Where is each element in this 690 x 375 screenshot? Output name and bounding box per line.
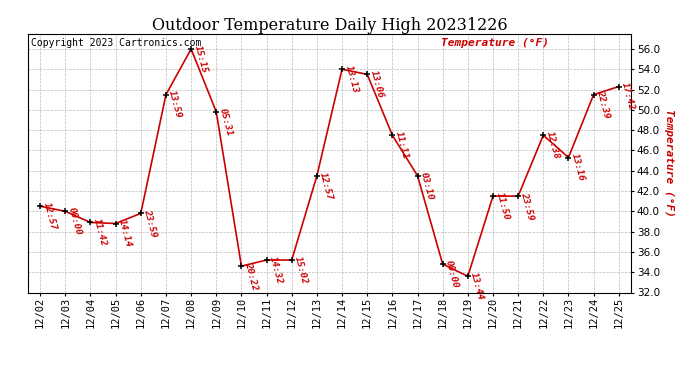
Text: 14:32: 14:32: [268, 255, 284, 285]
Text: 12:57: 12:57: [318, 171, 335, 201]
Text: 15:15: 15:15: [193, 44, 208, 74]
Text: 05:31: 05:31: [217, 107, 234, 137]
Text: 12:57: 12:57: [41, 201, 58, 231]
Text: 13:13: 13:13: [344, 64, 359, 94]
Text: 13:06: 13:06: [368, 69, 385, 99]
Text: 12:38: 12:38: [544, 130, 561, 160]
Text: Temperature (°F): Temperature (°F): [441, 38, 549, 48]
Text: 00:00: 00:00: [444, 259, 460, 289]
Text: 23:59: 23:59: [142, 208, 158, 238]
Text: 13:44: 13:44: [469, 271, 485, 301]
Text: 22:39: 22:39: [595, 90, 611, 120]
Text: 15:02: 15:02: [293, 255, 309, 285]
Text: 11:11: 11:11: [394, 130, 410, 160]
Text: 17:42: 17:42: [620, 81, 636, 111]
Text: 11:42: 11:42: [92, 217, 108, 248]
Text: 20:22: 20:22: [243, 261, 259, 291]
Text: 23:59: 23:59: [520, 191, 535, 221]
Text: 11:50: 11:50: [494, 191, 511, 221]
Text: 14:14: 14:14: [117, 218, 133, 249]
Text: Copyright 2023 Cartronics.com: Copyright 2023 Cartronics.com: [30, 38, 201, 48]
Text: 13:16: 13:16: [570, 152, 586, 183]
Text: 00:00: 00:00: [67, 206, 83, 236]
Y-axis label: Temperature (°F): Temperature (°F): [664, 109, 674, 217]
Title: Outdoor Temperature Daily High 20231226: Outdoor Temperature Daily High 20231226: [152, 16, 507, 34]
Text: 13:59: 13:59: [168, 90, 184, 120]
Text: 03:10: 03:10: [419, 171, 435, 201]
